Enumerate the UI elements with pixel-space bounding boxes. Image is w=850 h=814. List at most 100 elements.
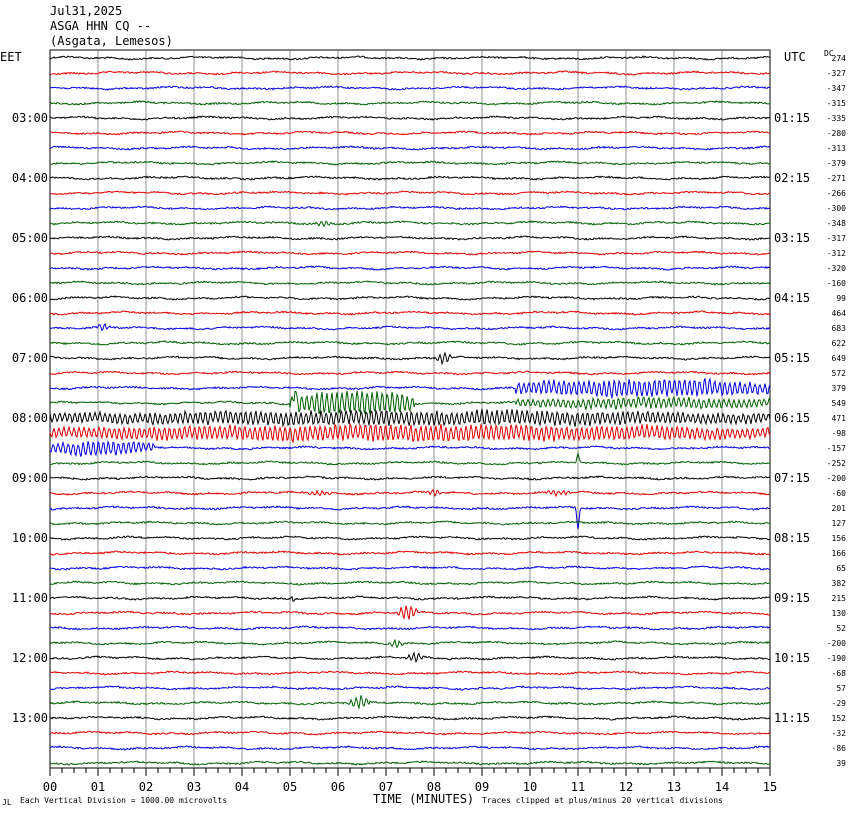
dc-offset-label: -200	[827, 639, 846, 648]
dc-offset-label: -317	[827, 234, 846, 243]
trace-line	[49, 670, 771, 676]
right-hour-label: 08:15	[774, 531, 810, 545]
dc-offset-label: 572	[832, 369, 847, 378]
dc-offset-label: -160	[827, 279, 846, 288]
trace-layer	[49, 55, 771, 766]
trace-line	[49, 715, 771, 721]
trace-line	[49, 235, 771, 241]
left-hour-label: 12:00	[12, 651, 48, 665]
trace-line	[49, 685, 771, 691]
right-hour-label: 03:15	[774, 231, 810, 245]
dc-offset-label: -348	[827, 219, 846, 228]
x-axis-title: TIME (MINUTES)	[373, 792, 475, 806]
dc-offset-label: -86	[832, 744, 847, 753]
dc-offset-label: 274	[832, 54, 847, 63]
dc-offset-label: 127	[832, 519, 847, 528]
dc-offset-label: -60	[832, 489, 847, 498]
left-hour-label: 13:00	[12, 711, 48, 725]
trace-line	[49, 595, 771, 602]
dc-offset-heading: DC	[824, 49, 834, 58]
dc-offset-label: -327	[827, 69, 846, 78]
dc-offset-label: -157	[827, 444, 846, 453]
left-hour-label: 03:00	[12, 111, 48, 125]
trace-line	[49, 760, 771, 766]
right-hour-label: 06:15	[774, 411, 810, 425]
trace-line	[50, 220, 771, 228]
axis-layer	[49, 768, 771, 776]
trace-line	[49, 295, 771, 301]
dc-offset-label: 99	[836, 294, 846, 303]
trace-line	[49, 160, 771, 166]
x-tick-label: 14	[715, 780, 729, 794]
trace-line	[49, 745, 771, 751]
dc-offset-label: -29	[832, 699, 847, 708]
trace-line	[49, 408, 771, 428]
dc-offset-label: 166	[832, 549, 847, 558]
left-hour-label: 06:00	[12, 291, 48, 305]
right-hour-label: 01:15	[774, 111, 810, 125]
dc-offset-label: 201	[832, 504, 847, 513]
dc-offset-label: 65	[836, 564, 846, 573]
x-tick-label: 02	[139, 780, 153, 794]
trace-line	[49, 280, 771, 286]
dc-offset-label: -300	[827, 204, 846, 213]
x-tick-label: 10	[523, 780, 537, 794]
left-hour-label: 04:00	[12, 171, 48, 185]
trace-line	[49, 730, 771, 736]
dc-offset-label: 57	[836, 684, 846, 693]
dc-offset-label: 464	[832, 309, 847, 318]
left-hour-label: 09:00	[12, 471, 48, 485]
dc-offset-label: 130	[832, 609, 847, 618]
label-layer: 274 -327 -347 -315 -335 -280 -313 -379 -271 -266 -…	[12, 54, 846, 794]
x-tick-label: 08	[427, 780, 441, 794]
x-tick-label: 15	[763, 780, 777, 794]
trace-line	[49, 605, 771, 620]
x-tick-label: 07	[379, 780, 393, 794]
dc-offset-label: 649	[832, 354, 847, 363]
dc-offset-label: -320	[827, 264, 846, 273]
trace-line	[49, 475, 771, 481]
dc-offset-label: -280	[827, 129, 846, 138]
x-tick-label: 09	[475, 780, 489, 794]
dc-offset-label: 549	[832, 399, 847, 408]
right-timezone-label: UTC	[784, 50, 806, 64]
trace-line	[49, 550, 771, 556]
trace-line	[50, 70, 771, 76]
dc-offset-label: 379	[832, 384, 847, 393]
trace-line	[49, 322, 771, 332]
right-hour-label: 05:15	[774, 351, 810, 365]
scale-note: Each Vertical Division = 1000.00 microvo…	[20, 796, 228, 805]
right-hour-label: 07:15	[774, 471, 810, 485]
left-hour-label: 11:00	[12, 591, 48, 605]
left-hour-label: 08:00	[12, 411, 48, 425]
trace-line	[49, 250, 771, 256]
dc-offset-label: 215	[832, 594, 847, 603]
trace-line	[49, 145, 771, 151]
left-hour-label: 05:00	[12, 231, 48, 245]
left-hour-label: 10:00	[12, 531, 48, 545]
x-tick-label: 11	[571, 780, 585, 794]
trace-line	[49, 535, 771, 541]
trace-line	[49, 340, 771, 346]
trace-line	[49, 520, 771, 526]
dc-offset-label: 382	[832, 579, 847, 588]
trace-line	[49, 100, 771, 106]
trace-line	[49, 205, 771, 211]
dc-offset-label: 152	[832, 714, 847, 723]
dc-offset-label: -313	[827, 144, 846, 153]
trace-line	[50, 190, 771, 196]
trace-line	[49, 390, 771, 415]
dc-offset-label: -379	[827, 159, 846, 168]
right-hour-label: 04:15	[774, 291, 810, 305]
right-hour-label: 11:15	[774, 711, 810, 725]
dc-offset-label: -315	[827, 99, 846, 108]
trace-line	[49, 488, 771, 498]
trace-line	[50, 310, 771, 316]
x-tick-label: 01	[91, 780, 105, 794]
dc-offset-label: 471	[832, 414, 847, 423]
trace-line	[49, 651, 771, 664]
x-tick-label: 03	[187, 780, 201, 794]
dc-offset-label: -266	[827, 189, 846, 198]
x-tick-label: 05	[283, 780, 297, 794]
